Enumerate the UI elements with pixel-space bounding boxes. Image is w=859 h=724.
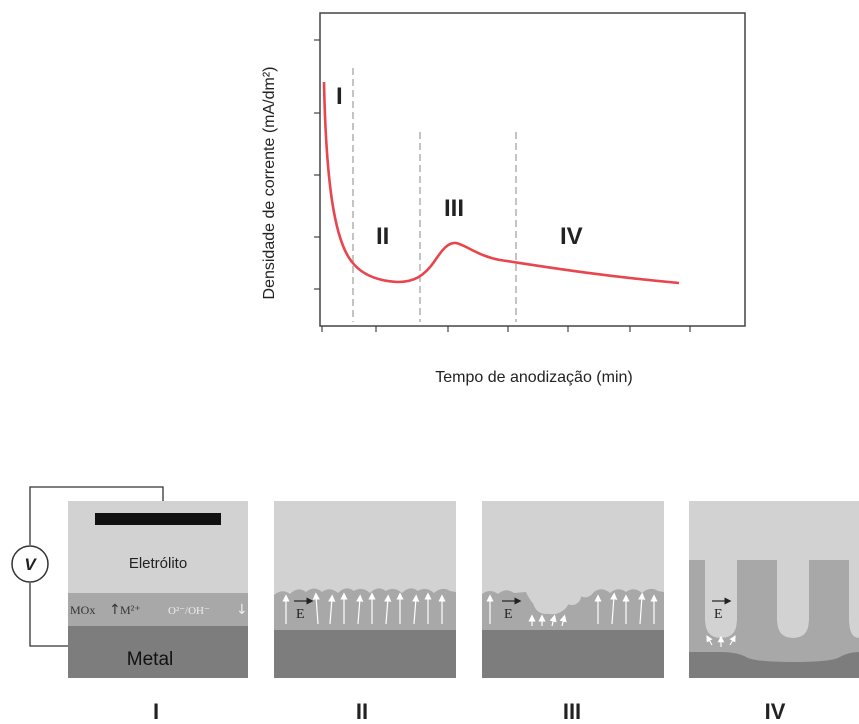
up-arrow-glyph: ↑ (109, 602, 121, 618)
down-arrow-glyph: ↓ (236, 602, 248, 618)
metal-label: Metal (127, 649, 173, 670)
region-label-3: III (444, 195, 464, 222)
panel-caption-1: I (153, 699, 159, 724)
panel-caption-2: II (356, 699, 368, 724)
plot-frame (319, 12, 746, 327)
circuit-wires (29, 486, 164, 647)
field-label: E (504, 607, 513, 622)
metal-layer (274, 630, 456, 678)
oxide-label: MOx (70, 603, 95, 617)
region-label-1: I (336, 83, 343, 110)
y-ticks (314, 39, 320, 290)
metal-ion-label: M²⁺ (120, 603, 141, 617)
ion-arrows (282, 592, 446, 625)
oxide-walls (689, 560, 859, 652)
voltmeter-label: V (24, 555, 37, 574)
field-label: E (296, 607, 305, 622)
x-axis-label: Tempo de anodização (min) (435, 369, 632, 386)
panel-caption-3: III (563, 699, 581, 724)
panel-4: E IV (689, 501, 859, 724)
ion-arrows (486, 592, 658, 627)
cathode-bar (95, 513, 221, 525)
pore (849, 556, 859, 638)
field-label: E (714, 607, 723, 622)
region-label-2: II (376, 223, 389, 250)
x-ticks (321, 326, 691, 332)
panel-3: E III (482, 501, 664, 724)
region-label-4: IV (560, 223, 583, 250)
region-dividers (352, 68, 517, 322)
y-axis-label: Densidade de corrente (mA/dm²) (261, 67, 278, 300)
voltmeter-icon (11, 545, 49, 583)
oxide-layer (482, 588, 664, 632)
panel-caption-4: IV (765, 699, 786, 724)
pore-nucleus (533, 588, 559, 614)
electrolyte-label: Eletrólito (129, 555, 187, 572)
pore-nucleus (563, 587, 581, 605)
ion-arrows (706, 635, 736, 647)
pore (777, 556, 809, 638)
metal-layer (482, 630, 664, 678)
panel-1: V Eletrólito MOx ↑ M²⁺ O²⁻/OH⁻ ↓ Metal I (11, 486, 248, 724)
metal-layer (68, 626, 248, 678)
current-density-curve (322, 81, 680, 285)
oxide-layer (68, 593, 248, 626)
panel-2: E II (274, 501, 456, 724)
pore (705, 556, 737, 638)
oxygen-ion-label: O²⁻/OH⁻ (168, 605, 210, 617)
current-density-chart: I II III IV Densidade de corrente (mA/dm… (261, 12, 746, 386)
